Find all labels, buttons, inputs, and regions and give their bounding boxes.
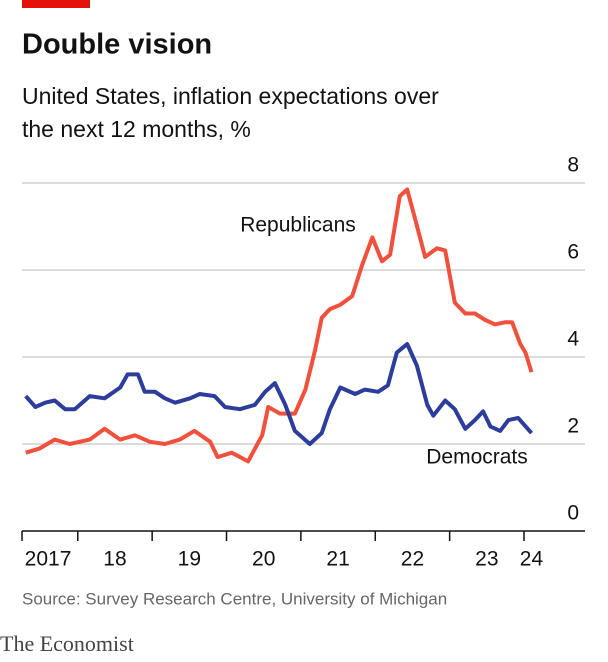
brand: The Economist [0,631,134,656]
y-tick-label: 4 [567,328,579,351]
y-tick-label: 6 [567,241,579,264]
series-label: Democrats [426,446,528,469]
series-label: Republicans [240,214,356,237]
y-tick-label: 8 [567,154,579,177]
subtitle: United States, inflation expectations ov… [22,83,439,142]
x-tick-label: 2017 [25,548,72,571]
x-tick-label: 24 [520,548,544,571]
source: Source: Survey Research Centre, Universi… [22,589,447,608]
x-tick-label: 22 [401,548,424,571]
x-tick-label: 20 [252,548,275,571]
series-line [25,187,534,464]
x-tick-label: 21 [326,548,349,571]
x-tick-label: 23 [475,548,498,571]
x-tick-label: 18 [103,548,126,571]
brand-bar [22,0,90,8]
y-tick-label: 2 [567,415,579,438]
x-tick-label: 19 [178,548,201,571]
chart-title: Double vision [22,29,212,61]
y-tick-label: 0 [567,502,579,525]
series-line [24,342,534,446]
